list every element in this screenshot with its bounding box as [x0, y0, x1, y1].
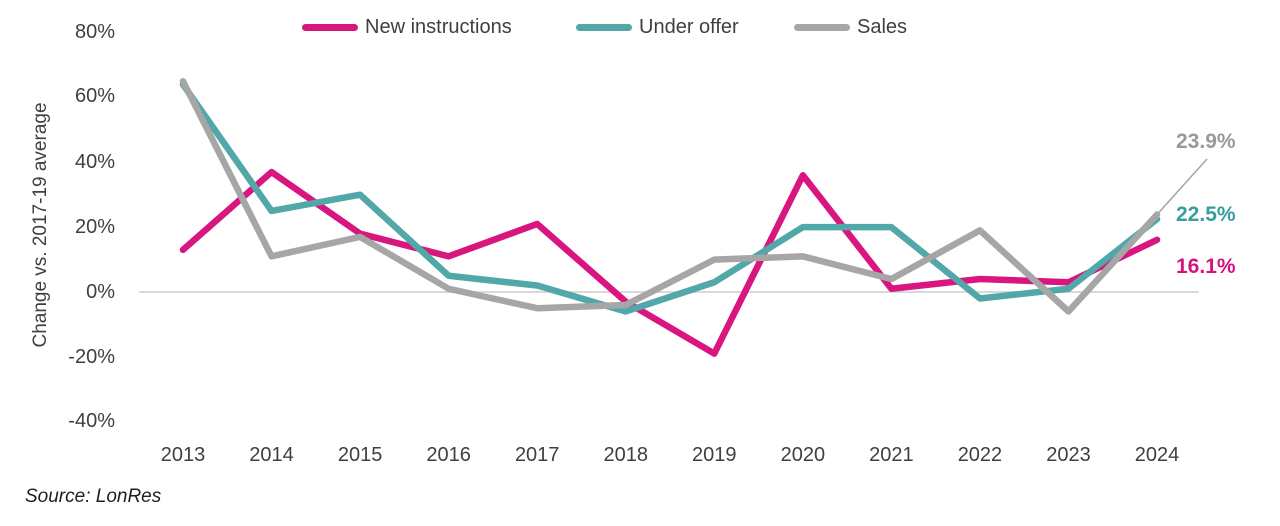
- x-tick-label: 2021: [869, 444, 914, 466]
- source-note: Source: LonRes: [25, 486, 162, 507]
- y-tick-label: 60%: [74, 85, 115, 107]
- y-tick-label: 80%: [74, 21, 115, 43]
- x-tick-label: 2014: [249, 444, 294, 466]
- x-tick-label: 2020: [780, 444, 826, 466]
- legend-item-new-instructions: New instructions: [302, 15, 512, 39]
- end-label-new-instructions: 16.1%: [1176, 255, 1236, 278]
- x-tick-label: 2016: [426, 444, 471, 466]
- legend-swatch-icon: [302, 23, 358, 31]
- x-tick-label: 2023: [1046, 444, 1091, 466]
- y-tick-label: 40%: [74, 151, 115, 173]
- series-line-sales: [179, 78, 1161, 315]
- x-tick-label: 2022: [957, 444, 1003, 466]
- x-tick-label: 2013: [160, 444, 206, 466]
- legend-label: Under offer: [639, 15, 739, 38]
- end-label-under-offer: 22.5%: [1176, 203, 1236, 226]
- y-tick-label: 0%: [86, 281, 115, 303]
- y-tick-label: 20%: [74, 216, 115, 238]
- x-tick-label: 2015: [337, 444, 383, 466]
- legend-label: New instructions: [365, 15, 512, 38]
- x-tick-label: 2024: [1134, 444, 1180, 466]
- y-tick-label: -20%: [68, 346, 115, 368]
- legend-item-under-offer: Under offer: [576, 15, 739, 39]
- series-lines: [179, 78, 1161, 357]
- sales-label-leader-line: [1156, 158, 1208, 216]
- x-tick-label: 2017: [514, 444, 560, 466]
- end-label-sales: 23.9%: [1176, 130, 1236, 153]
- x-tick-label: 2018: [603, 444, 649, 466]
- legend-label: Sales: [857, 15, 908, 38]
- legend-swatch-icon: [794, 23, 850, 31]
- series-line-under-offer: [179, 81, 1161, 315]
- y-tick-label: -40%: [68, 410, 115, 432]
- x-tick-label: 2019: [692, 444, 737, 466]
- series-line-new-instructions: [179, 168, 1161, 357]
- legend-item-sales: Sales: [794, 15, 907, 39]
- legend-swatch-icon: [576, 23, 632, 31]
